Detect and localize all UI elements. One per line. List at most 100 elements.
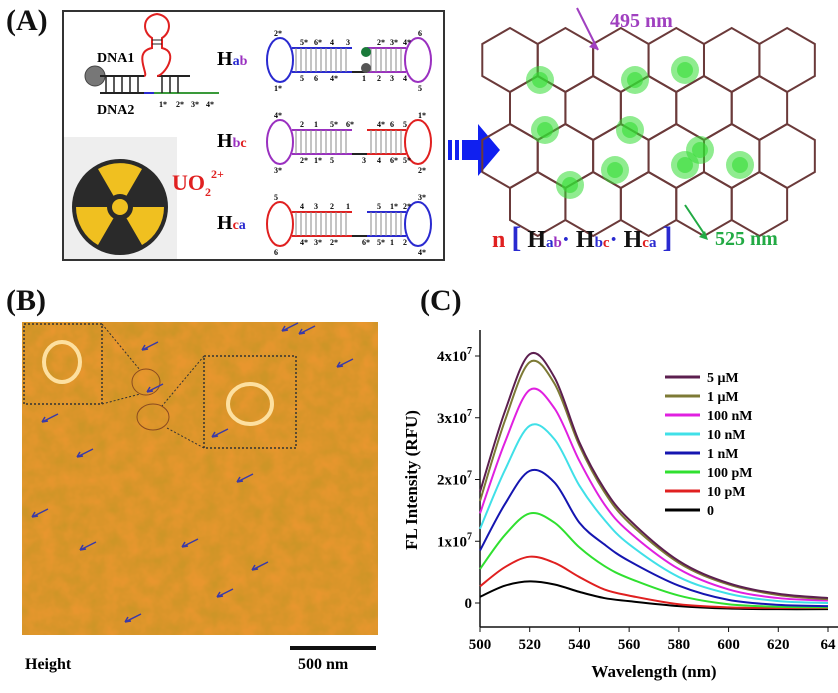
afm-arrow-icon <box>79 541 97 551</box>
afm-arrow-icon <box>251 561 269 571</box>
x-axis-label: Wavelength (nm) <box>591 662 716 681</box>
domain-label: 6 <box>274 248 278 257</box>
y-tick-label: 3x107 <box>437 408 472 427</box>
afm-arrow-icon <box>281 322 299 332</box>
x-tick-label: 520 <box>518 637 541 653</box>
series-line-100-nM <box>479 387 829 602</box>
domain-label: 4 <box>330 38 334 47</box>
afm-arrow-icon <box>76 448 94 458</box>
legend-label: 1 nM <box>707 447 739 462</box>
domain-label: 4* <box>377 120 385 129</box>
domain-label: 6 <box>390 120 394 129</box>
network-formula: n [ Hab· Hbc· Hca ] <box>492 221 672 254</box>
legend-label: 10 pM <box>707 485 746 500</box>
panel-a-label: (A) <box>6 4 48 37</box>
domain-label: 3* <box>314 238 322 247</box>
domain-label: 6 <box>314 74 318 83</box>
domain-label: 1* <box>390 202 398 211</box>
afm-arrow-icon <box>31 508 49 518</box>
hairpin-name: Hab <box>217 48 248 70</box>
panel-a-box <box>62 10 445 261</box>
domain-label: 4* <box>330 74 338 83</box>
domain-label: 2* <box>418 166 426 175</box>
domain-label: 1 <box>390 238 394 247</box>
series-line-1-nM <box>479 468 829 608</box>
domain-label: 1 <box>314 120 318 129</box>
network-hexagon <box>758 26 816 94</box>
domain-label: 4* <box>403 38 411 47</box>
legend-label: 0 <box>707 504 714 519</box>
domain-label: 5* <box>377 238 385 247</box>
dna2-label: DNA2 <box>97 103 134 118</box>
domain-label: 4* <box>418 248 426 257</box>
inset-box-left <box>23 323 103 405</box>
hairpin-name: Hbc <box>217 130 247 152</box>
x-tick-label: 600 <box>717 637 740 653</box>
domain-label: 2 <box>330 202 334 211</box>
domain-label: 5 <box>418 84 422 93</box>
emission-wavelength: 525 nm <box>715 228 778 250</box>
domain-label: 6 <box>418 29 422 38</box>
y-axis-label: FL Intensity (RFU) <box>402 410 421 550</box>
hairpin-name: Hca <box>217 212 246 234</box>
inset-box-right <box>203 355 297 449</box>
scale-bar <box>290 646 376 650</box>
domain-label: 6* <box>362 238 370 247</box>
legend-label: 100 nM <box>707 409 753 424</box>
series-line-10-pM <box>479 555 829 609</box>
domain-label: 4* <box>274 111 282 120</box>
domain-label: 5 <box>330 156 334 165</box>
legend-label: 1 μM <box>707 390 739 405</box>
domain-label: 5 <box>300 74 304 83</box>
x-tick-label: 64 <box>821 637 837 653</box>
domain-label: 3 <box>314 202 318 211</box>
uranyl-ion-label: UO22+ <box>172 167 224 199</box>
network-hexagon <box>675 74 733 142</box>
hairpin-loop-left <box>266 119 294 165</box>
hairpin-loop-left <box>266 37 294 83</box>
hairpin-loop-right <box>404 201 432 247</box>
x-tick-label: 580 <box>668 637 691 653</box>
domain-label: 4 <box>300 202 304 211</box>
domain-label: 2 <box>403 238 407 247</box>
domain-label: 3* <box>274 166 282 175</box>
domain-label: 3 <box>362 156 366 165</box>
domain-label: 2* <box>403 202 411 211</box>
afm-arrow-icon <box>336 358 354 368</box>
x-tick-label: 500 <box>469 637 492 653</box>
hairpin-loop-right <box>404 37 432 83</box>
domain-label: 3* <box>418 193 426 202</box>
domain-label: 1 <box>346 202 350 211</box>
domain-label: 5* <box>300 38 308 47</box>
series-line-5-μM <box>479 351 829 600</box>
legend-label: 5 μM <box>707 371 739 386</box>
network-hexagon <box>730 170 789 238</box>
domain-label: 1 <box>362 74 366 83</box>
height-label: Height <box>25 656 72 673</box>
afm-arrow-icon <box>41 413 59 423</box>
afm-arrow-icon <box>236 473 254 483</box>
domain-label: 2 <box>300 120 304 129</box>
domain-label: 5 <box>403 120 407 129</box>
afm-arrow-icon <box>141 341 159 351</box>
afm-arrow-icon <box>181 538 199 548</box>
network-hexagon <box>702 26 761 94</box>
network-hexagon <box>675 170 733 238</box>
panel-c-label: (C) <box>420 284 462 317</box>
domain-label: 2* <box>300 156 308 165</box>
series-line-0 <box>479 580 829 611</box>
hairpin-loop-left <box>266 201 294 247</box>
domain-label: 3* <box>191 100 199 109</box>
domain-label: 5 <box>274 193 278 202</box>
domain-label: 1* <box>159 100 167 109</box>
afm-arrow-icon <box>146 383 164 393</box>
quencher-icon <box>361 63 371 73</box>
y-tick-label: 2x107 <box>437 470 472 489</box>
network-hexagon <box>481 122 539 190</box>
domain-label: 5 <box>377 202 381 211</box>
afm-arrow-icon <box>211 428 229 438</box>
legend-label: 10 nM <box>707 428 746 443</box>
excitation-arrow-icon <box>589 41 598 50</box>
